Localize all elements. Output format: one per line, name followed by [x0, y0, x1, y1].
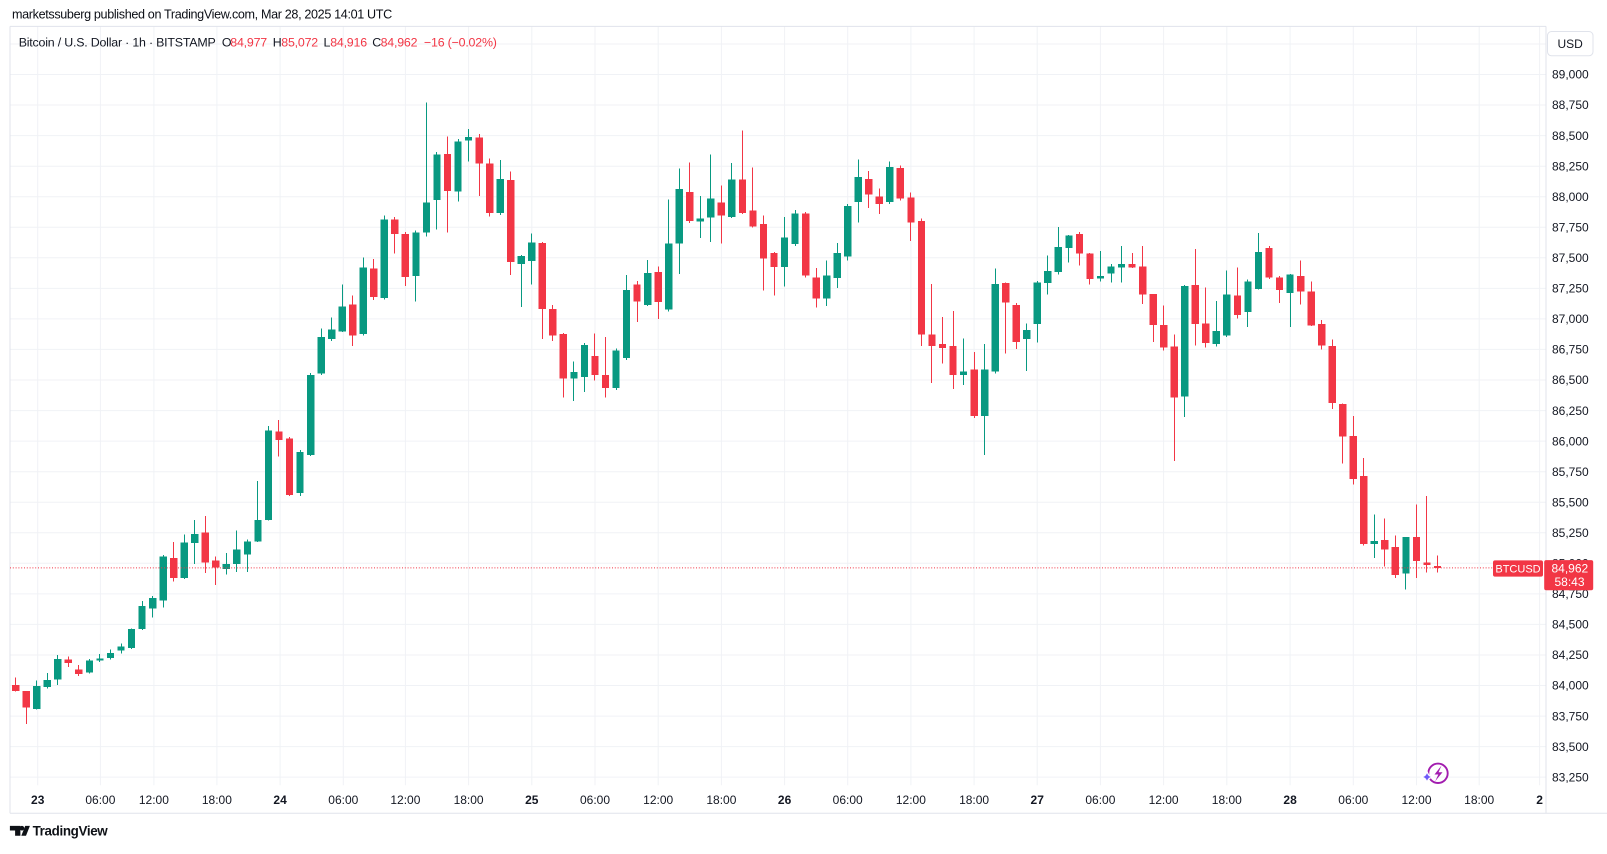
svg-text:2: 2 [1536, 793, 1543, 807]
svg-text:84,962: 84,962 [381, 36, 418, 50]
svg-text:84,000: 84,000 [1552, 679, 1589, 693]
svg-text:85,500: 85,500 [1552, 495, 1589, 509]
svg-text:12:00: 12:00 [643, 793, 673, 807]
svg-text:06:00: 06:00 [833, 793, 863, 807]
svg-text:12:00: 12:00 [896, 793, 926, 807]
svg-text:BTCUSD: BTCUSD [1495, 564, 1540, 576]
svg-text:TradingView: TradingView [33, 824, 109, 839]
svg-text:87,000: 87,000 [1552, 312, 1589, 326]
svg-text:86,500: 86,500 [1552, 373, 1589, 387]
svg-text:12:00: 12:00 [1149, 793, 1179, 807]
svg-text:25: 25 [525, 793, 539, 807]
svg-text:12:00: 12:00 [390, 793, 420, 807]
svg-text:58:43: 58:43 [1555, 575, 1585, 589]
svg-text:83,500: 83,500 [1552, 740, 1589, 754]
svg-text:marketssuberg published on Tra: marketssuberg published on TradingView.c… [12, 8, 392, 22]
svg-text:84,500: 84,500 [1552, 618, 1589, 632]
svg-text:26: 26 [778, 793, 792, 807]
svg-text:86,750: 86,750 [1552, 343, 1589, 357]
svg-text:18:00: 18:00 [959, 793, 989, 807]
svg-text:18:00: 18:00 [1212, 793, 1242, 807]
svg-text:87,750: 87,750 [1552, 220, 1589, 234]
svg-text:18:00: 18:00 [202, 793, 232, 807]
svg-text:27: 27 [1031, 793, 1045, 807]
svg-text:84,962: 84,962 [1552, 562, 1589, 576]
svg-text:84,977: 84,977 [230, 36, 267, 50]
svg-text:86,000: 86,000 [1552, 434, 1589, 448]
svg-text:C: C [372, 36, 381, 50]
svg-text:86,250: 86,250 [1552, 404, 1589, 418]
svg-text:06:00: 06:00 [85, 793, 115, 807]
svg-text:06:00: 06:00 [328, 793, 358, 807]
svg-text:88,500: 88,500 [1552, 129, 1589, 143]
svg-text:84,250: 84,250 [1552, 648, 1589, 662]
svg-text:84,750: 84,750 [1552, 587, 1589, 601]
svg-text:18:00: 18:00 [454, 793, 484, 807]
svg-text:USD: USD [1558, 37, 1584, 51]
svg-text:H: H [273, 36, 282, 50]
svg-text:85,072: 85,072 [281, 36, 318, 50]
svg-text:18:00: 18:00 [706, 793, 736, 807]
svg-text:85,250: 85,250 [1552, 526, 1589, 540]
svg-text:85,750: 85,750 [1552, 465, 1589, 479]
svg-text:87,250: 87,250 [1552, 282, 1589, 296]
svg-text:24: 24 [273, 793, 287, 807]
svg-text:12:00: 12:00 [1401, 793, 1431, 807]
svg-text:−16 (−0.02%): −16 (−0.02%) [424, 36, 497, 50]
svg-text:88,250: 88,250 [1552, 159, 1589, 173]
svg-text:Bitcoin / U.S. Dollar · 1h · B: Bitcoin / U.S. Dollar · 1h · BITSTAMP [19, 36, 216, 50]
svg-text:O: O [222, 36, 232, 50]
svg-text:18:00: 18:00 [1464, 793, 1494, 807]
svg-text:88,000: 88,000 [1552, 190, 1589, 204]
svg-text:23: 23 [31, 793, 45, 807]
svg-text:87,500: 87,500 [1552, 251, 1589, 265]
svg-text:28: 28 [1283, 793, 1297, 807]
svg-text:06:00: 06:00 [580, 793, 610, 807]
svg-text:88,750: 88,750 [1552, 98, 1589, 112]
svg-text:12:00: 12:00 [139, 793, 169, 807]
svg-text:83,250: 83,250 [1552, 770, 1589, 784]
svg-text:L: L [324, 36, 331, 50]
svg-text:83,750: 83,750 [1552, 709, 1589, 723]
svg-text:84,916: 84,916 [330, 36, 367, 50]
svg-text:89,000: 89,000 [1552, 68, 1589, 82]
svg-text:06:00: 06:00 [1338, 793, 1368, 807]
svg-text:06:00: 06:00 [1085, 793, 1115, 807]
